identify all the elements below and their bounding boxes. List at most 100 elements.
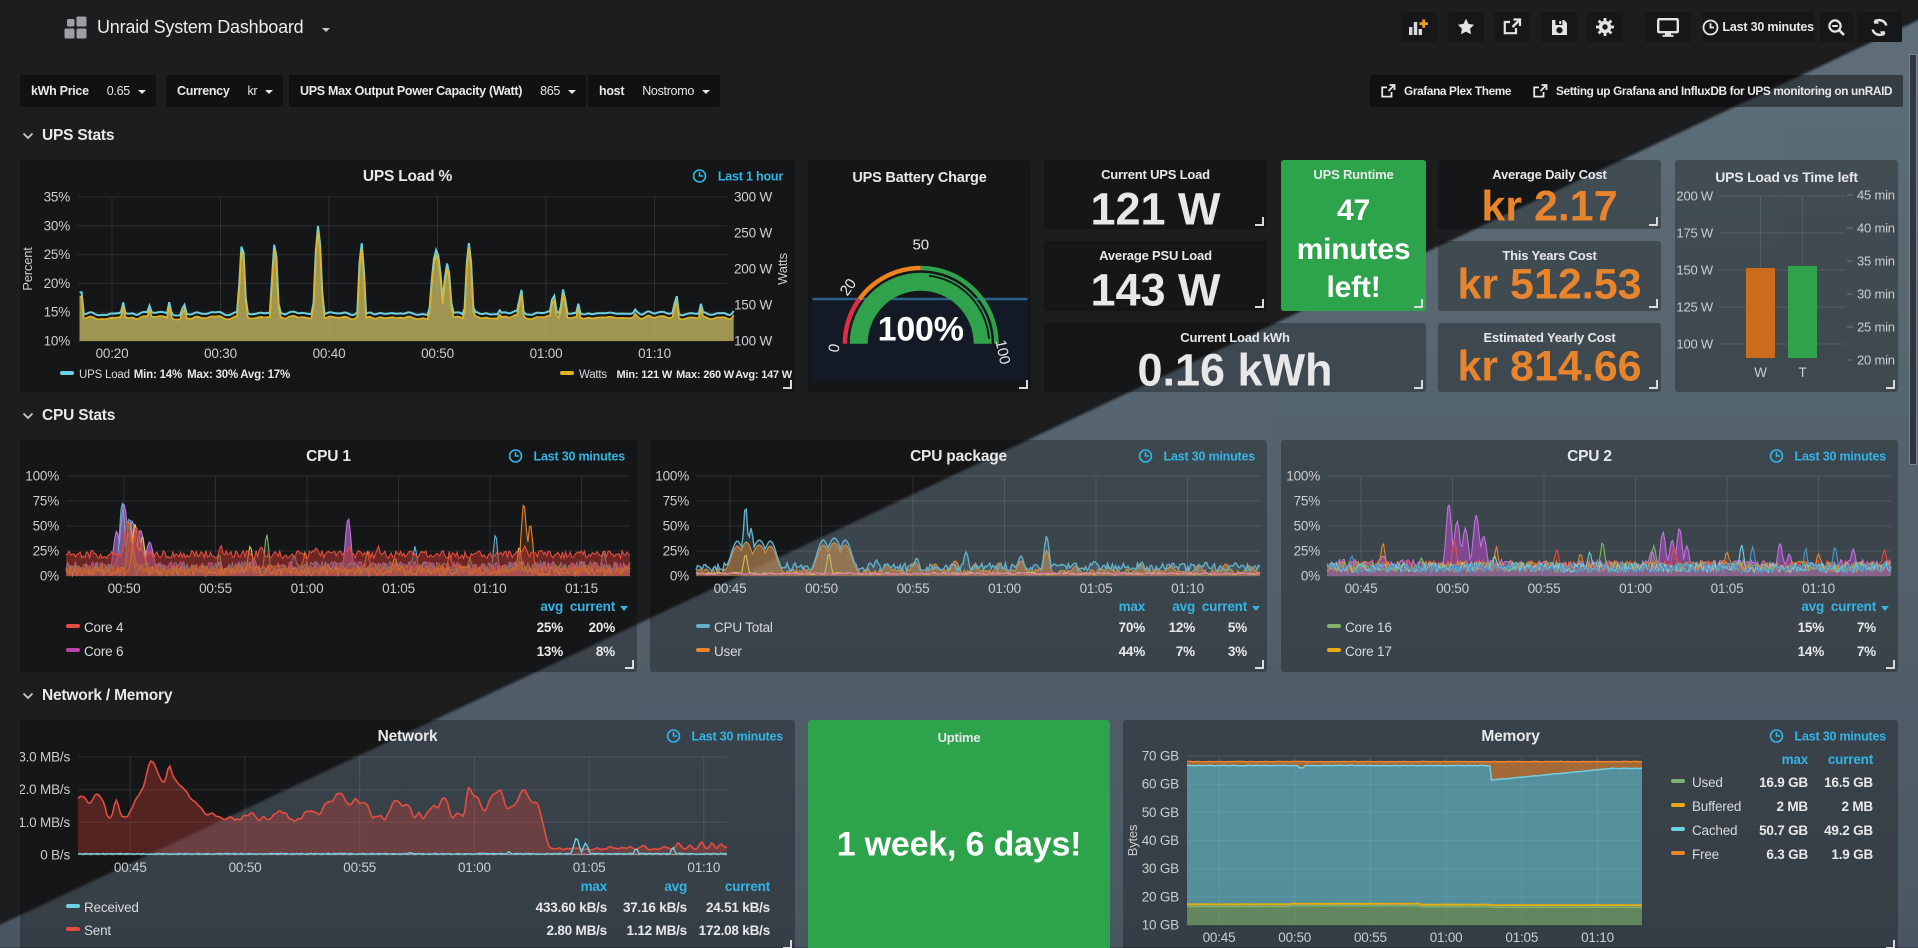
svg-text:3%: 3% <box>1228 644 1247 659</box>
svg-text:01:05: 01:05 <box>1080 581 1113 596</box>
svg-text:100 W: 100 W <box>1676 337 1714 352</box>
svg-text:Watts: Watts <box>579 369 607 381</box>
svg-text:CPU 1: CPU 1 <box>306 448 351 465</box>
svg-text:60 GB: 60 GB <box>1142 777 1179 792</box>
svg-text:UPS Load %: UPS Load % <box>363 168 453 185</box>
svg-text:200 W: 200 W <box>734 262 772 277</box>
svg-text:150 W: 150 W <box>734 298 772 313</box>
svg-text:01:05: 01:05 <box>1505 930 1538 945</box>
svg-text:00:55: 00:55 <box>897 581 930 596</box>
svg-text:70%: 70% <box>1119 620 1146 635</box>
svg-text:50.7 GB: 50.7 GB <box>1759 823 1808 838</box>
svg-text:13%: 13% <box>537 644 564 659</box>
svg-text:7%: 7% <box>1857 620 1876 635</box>
svg-text:1.0 MB/s: 1.0 MB/s <box>20 815 70 830</box>
svg-text:200 W: 200 W <box>1676 189 1714 204</box>
svg-text:00:50: 00:50 <box>229 860 262 875</box>
svg-text:30%: 30% <box>44 218 71 233</box>
svg-text:00:55: 00:55 <box>1528 581 1561 596</box>
svg-text:50%: 50% <box>33 519 60 534</box>
svg-text:25 min: 25 min <box>1857 320 1895 335</box>
svg-text:1.12 MB/s: 1.12 MB/s <box>627 923 687 938</box>
svg-text:01:05: 01:05 <box>1711 581 1744 596</box>
svg-text:00:50: 00:50 <box>1436 581 1469 596</box>
svg-text:Core 4: Core 4 <box>84 620 124 635</box>
svg-text:40 GB: 40 GB <box>1142 833 1179 848</box>
svg-text:Cached: Cached <box>1692 823 1737 838</box>
svg-text:12%: 12% <box>1169 620 1196 635</box>
svg-text:Percent: Percent <box>20 247 35 291</box>
svg-text:00:40: 00:40 <box>313 346 346 361</box>
svg-text:6.3 GB: 6.3 GB <box>1766 847 1808 862</box>
svg-text:01:05: 01:05 <box>573 860 606 875</box>
svg-text:01:10: 01:10 <box>687 860 720 875</box>
svg-text:current: current <box>1828 752 1874 767</box>
svg-text:Last 30 minutes: Last 30 minutes <box>1795 450 1887 464</box>
svg-text:35%: 35% <box>44 190 71 205</box>
svg-text:0: 0 <box>825 343 843 354</box>
svg-text:01:15: 01:15 <box>565 581 598 596</box>
svg-text:Min: 121 W: Min: 121 W <box>617 369 673 381</box>
svg-text:01:00: 01:00 <box>530 346 563 361</box>
svg-text:2.0 MB/s: 2.0 MB/s <box>20 782 70 797</box>
svg-text:00:45: 00:45 <box>1345 581 1378 596</box>
svg-text:100%: 100% <box>25 469 59 484</box>
svg-text:15%: 15% <box>44 305 71 320</box>
svg-text:0%: 0% <box>1301 569 1320 584</box>
svg-text:01:00: 01:00 <box>291 581 324 596</box>
svg-text:Last 30 minutes: Last 30 minutes <box>1164 450 1256 464</box>
svg-text:20: 20 <box>837 276 860 299</box>
svg-text:75%: 75% <box>33 494 60 509</box>
svg-text:75%: 75% <box>663 494 690 509</box>
svg-text:37.16 kB/s: 37.16 kB/s <box>623 900 687 915</box>
svg-text:50%: 50% <box>1294 519 1321 534</box>
svg-text:2 MB: 2 MB <box>1777 799 1809 814</box>
svg-text:25%: 25% <box>1294 544 1321 559</box>
svg-text:Last 1 hour: Last 1 hour <box>718 170 784 184</box>
svg-text:CPU package: CPU package <box>910 448 1007 465</box>
svg-text:00:50: 00:50 <box>108 581 141 596</box>
svg-text:Sent: Sent <box>84 923 111 938</box>
svg-text:70 GB: 70 GB <box>1142 749 1179 764</box>
svg-text:CPU 2: CPU 2 <box>1567 448 1612 465</box>
svg-text:Core 16: Core 16 <box>1345 620 1392 635</box>
svg-text:00:20: 00:20 <box>96 346 129 361</box>
svg-text:01:05: 01:05 <box>382 581 415 596</box>
svg-text:UPS Load: UPS Load <box>79 369 130 381</box>
svg-text:00:50: 00:50 <box>421 346 454 361</box>
svg-text:100%: 100% <box>655 469 689 484</box>
svg-text:7%: 7% <box>1857 644 1876 659</box>
svg-text:25%: 25% <box>663 544 690 559</box>
svg-text:Min: 14%: Min: 14% <box>134 369 182 381</box>
svg-text:8%: 8% <box>596 644 615 659</box>
svg-text:50%: 50% <box>663 519 690 534</box>
svg-text:current: current <box>1202 599 1248 614</box>
svg-text:75%: 75% <box>1294 494 1321 509</box>
svg-text:100: 100 <box>992 338 1014 365</box>
svg-text:7%: 7% <box>1176 644 1195 659</box>
svg-text:CPU Total: CPU Total <box>714 620 773 635</box>
svg-text:40 min: 40 min <box>1857 221 1895 236</box>
svg-text:00:30: 00:30 <box>204 346 237 361</box>
svg-text:avg: avg <box>540 599 563 614</box>
svg-text:Watts: Watts <box>775 252 790 284</box>
svg-text:avg: avg <box>1172 599 1195 614</box>
svg-text:01:00: 01:00 <box>988 581 1021 596</box>
svg-text:01:00: 01:00 <box>458 860 491 875</box>
svg-text:01:10: 01:10 <box>474 581 507 596</box>
svg-text:Used: Used <box>1692 775 1723 790</box>
svg-text:250 W: 250 W <box>734 226 772 241</box>
svg-text:100%: 100% <box>878 311 964 349</box>
svg-text:00:55: 00:55 <box>343 860 376 875</box>
svg-text:0 B/s: 0 B/s <box>40 848 70 863</box>
svg-text:44%: 44% <box>1119 644 1146 659</box>
svg-text:Last 30 minutes: Last 30 minutes <box>692 730 784 744</box>
svg-text:433.60 kB/s: 433.60 kB/s <box>536 900 607 915</box>
svg-text:max: max <box>1119 599 1146 614</box>
svg-text:10%: 10% <box>44 334 71 349</box>
svg-text:User: User <box>714 644 742 659</box>
svg-text:Buffered: Buffered <box>1692 799 1741 814</box>
svg-text:30 GB: 30 GB <box>1142 861 1179 876</box>
svg-text:00:50: 00:50 <box>805 581 838 596</box>
svg-text:Max: 30%: Max: 30% <box>187 369 238 381</box>
